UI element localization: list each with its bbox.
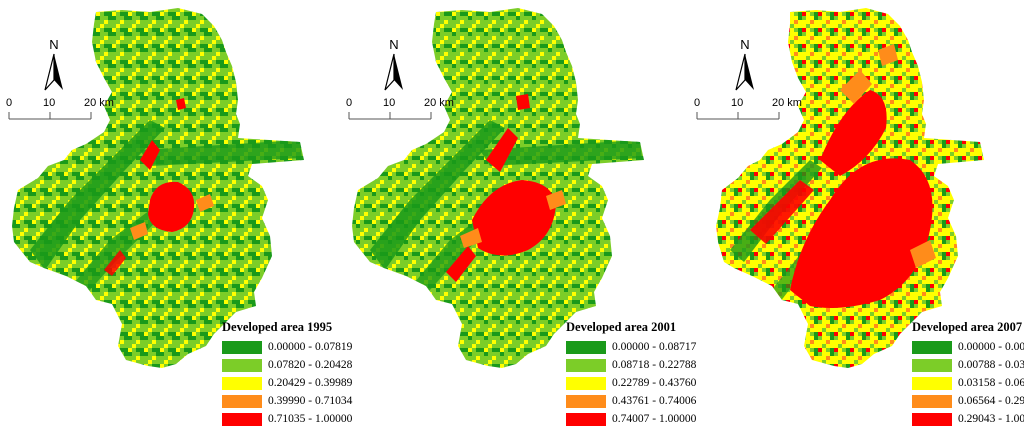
legend-range-label: 0.20429 - 0.39989 xyxy=(268,377,353,389)
legend-item: 0.06564 - 0.29042 xyxy=(912,392,1024,410)
legend-range-label: 0.43761 - 0.74006 xyxy=(612,395,697,407)
legend-range-label: 0.00000 - 0.00787 xyxy=(958,341,1024,353)
legend-range-label: 0.39990 - 0.71034 xyxy=(268,395,353,407)
legend-swatch xyxy=(222,412,262,426)
legend-item: 0.71035 - 1.00000 xyxy=(222,410,352,428)
legend-range-label: 0.00000 - 0.08717 xyxy=(612,341,697,353)
legend-title: Developed area 2007 xyxy=(912,320,1023,334)
north-arrow-icon xyxy=(44,53,63,91)
north-label: N xyxy=(740,37,750,52)
raster-map-1995 xyxy=(12,8,304,368)
scale-label-0: 0 xyxy=(694,97,701,109)
legend-swatch xyxy=(912,394,952,408)
scale-label-10: 10 xyxy=(383,97,396,109)
legend-title: Developed area 2001 xyxy=(566,320,677,334)
legend-range-label: 0.00000 - 0.07819 xyxy=(268,341,353,353)
legend-item: 0.20429 - 0.39989 xyxy=(222,374,352,392)
legend-range-label: 0.22789 - 0.43760 xyxy=(612,377,697,389)
legend-item: 0.00000 - 0.00787 xyxy=(912,338,1024,356)
legend-swatch xyxy=(566,394,606,408)
legend-swatch xyxy=(222,376,262,390)
legend-swatch xyxy=(222,358,262,372)
legend-item: 0.29043 - 1.00000 xyxy=(912,410,1024,428)
legend-swatch xyxy=(912,376,952,390)
legend-title: Developed area 1995 xyxy=(222,320,333,334)
legend-swatch xyxy=(566,376,606,390)
raster-map-2001 xyxy=(352,8,644,368)
legend-swatch xyxy=(566,340,606,354)
scale-bar-2007: 0 10 20 km xyxy=(692,97,802,127)
legend-item: 0.08718 - 0.22788 xyxy=(566,356,696,374)
scale-label-0: 0 xyxy=(346,97,353,109)
legend-range-label: 0.03158 - 0.06563 xyxy=(958,377,1024,389)
legend-swatch xyxy=(912,358,952,372)
map-panel-1995: N 0 10 20 km Developed area 1995 0.00000… xyxy=(0,0,352,426)
scale-label-10: 10 xyxy=(43,97,56,109)
scale-label-20: 20 km xyxy=(772,97,802,109)
legend-item: 0.00000 - 0.07819 xyxy=(222,338,352,356)
north-label: N xyxy=(49,37,59,52)
legend-range-label: 0.00788 - 0.03157 xyxy=(958,359,1024,371)
legend-item: 0.39990 - 0.71034 xyxy=(222,392,352,410)
legend-item: 0.00788 - 0.03157 xyxy=(912,356,1024,374)
legend-swatch xyxy=(566,358,606,372)
scale-label-10: 10 xyxy=(731,97,744,109)
scale-label-0: 0 xyxy=(6,97,13,109)
legend-item: 0.00000 - 0.08717 xyxy=(566,338,696,356)
map-panel-2001: N 0 10 20 km Developed area 2001 0.00000… xyxy=(340,0,696,426)
north-label: N xyxy=(389,37,399,52)
legend-range-label: 0.08718 - 0.22788 xyxy=(612,359,697,371)
legend-range-label: 0.07820 - 0.20428 xyxy=(268,359,353,371)
legend-item: 0.74007 - 1.00000 xyxy=(566,410,696,428)
legend-swatch xyxy=(912,412,952,426)
legend-swatch xyxy=(222,394,262,408)
legend-item: 0.07820 - 0.20428 xyxy=(222,356,352,374)
scale-label-20: 20 km xyxy=(84,97,114,109)
legend-2007: Developed area 2007 0.00000 - 0.00787 0.0… xyxy=(912,320,1024,428)
scale-bar-2001: 0 10 20 km xyxy=(344,97,454,127)
raster-map-2007 xyxy=(716,8,984,368)
scale-label-20: 20 km xyxy=(424,97,454,109)
legend-range-label: 0.06564 - 0.29042 xyxy=(958,395,1024,407)
north-arrow-2001: N xyxy=(374,38,414,97)
north-arrow-icon xyxy=(384,53,403,91)
legend-range-label: 0.29043 - 1.00000 xyxy=(958,413,1024,425)
legend-item: 0.22789 - 0.43760 xyxy=(566,374,696,392)
scale-bar-1995: 0 10 20 km xyxy=(4,97,114,127)
legend-1995: Developed area 1995 0.00000 - 0.07819 0.0… xyxy=(222,320,352,428)
legend-2001: Developed area 2001 0.00000 - 0.08717 0.0… xyxy=(566,320,696,428)
north-arrow-2007: N xyxy=(725,38,765,97)
legend-item: 0.43761 - 0.74006 xyxy=(566,392,696,410)
legend-item: 0.03158 - 0.06563 xyxy=(912,374,1024,392)
legend-range-label: 0.74007 - 1.00000 xyxy=(612,413,697,425)
north-arrow-icon xyxy=(735,53,754,91)
legend-swatch xyxy=(566,412,606,426)
legend-swatch xyxy=(912,340,952,354)
map-panel-2007: N 0 10 20 km Developed area 2007 0.00000… xyxy=(690,0,1024,426)
north-arrow-1995: N xyxy=(34,38,74,97)
legend-swatch xyxy=(222,340,262,354)
